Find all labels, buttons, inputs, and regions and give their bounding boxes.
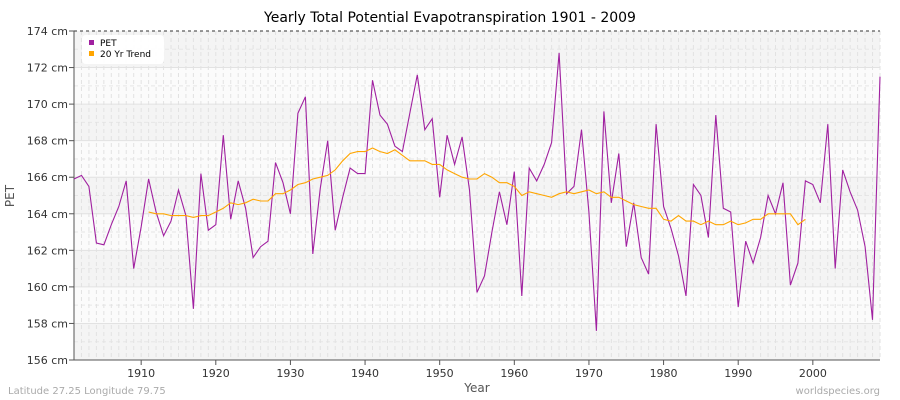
x-axis-label: Year: [463, 381, 489, 395]
x-tick-label: 1910: [127, 367, 155, 380]
y-tick-label: 158 cm: [27, 317, 68, 330]
legend-swatch-pet: [89, 40, 94, 45]
y-tick-label: 172 cm: [27, 62, 68, 75]
x-tick-label: 1980: [650, 367, 678, 380]
legend-label-pet: PET: [100, 39, 117, 49]
y-tick-label: 156 cm: [27, 354, 68, 367]
x-tick-label: 1950: [426, 367, 454, 380]
y-tick-label: 160 cm: [27, 281, 68, 294]
legend: PET 20 Yr Trend: [82, 35, 164, 64]
x-tick-label: 1990: [724, 367, 752, 380]
legend-swatch-trend: [89, 51, 94, 56]
footer-coordinates: Latitude 27.25 Longitude 79.75: [8, 386, 166, 397]
chart-title: Yearly Total Potential Evapotranspiratio…: [263, 10, 636, 26]
legend-label-trend: 20 Yr Trend: [100, 50, 151, 60]
footer-source: worldspecies.org: [796, 386, 880, 397]
trend-line: [148, 147, 806, 226]
y-tick-label: 170 cm: [27, 98, 68, 111]
y-tick-label: 168 cm: [27, 135, 68, 148]
y-axis-label: PET: [3, 184, 17, 207]
x-tick-label: 2000: [799, 367, 827, 380]
x-tick-label: 1960: [500, 367, 528, 380]
y-tick-label: 162 cm: [27, 244, 68, 257]
pet-line: [73, 52, 881, 331]
x-tick-label: 1930: [276, 367, 304, 380]
x-tick-label: 1970: [575, 367, 603, 380]
y-tick-label: 174 cm: [27, 25, 68, 38]
x-tick-label: 1940: [351, 367, 379, 380]
y-tick-label: 164 cm: [27, 208, 68, 221]
y-tick-label: 166 cm: [27, 171, 68, 184]
x-tick-label: 1920: [202, 367, 230, 380]
